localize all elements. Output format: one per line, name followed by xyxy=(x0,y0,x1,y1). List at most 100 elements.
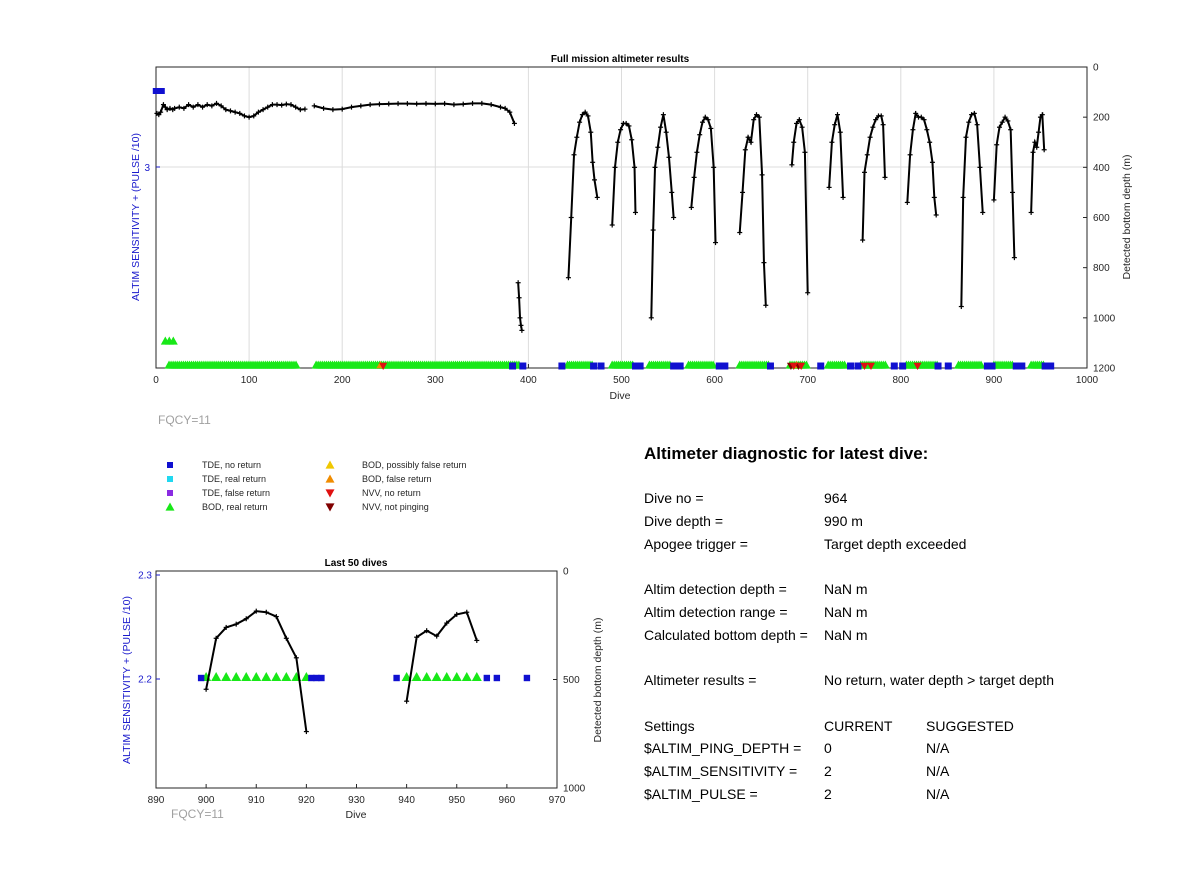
full-bottom-depth-point xyxy=(592,177,598,183)
full-bottom-depth-point xyxy=(265,104,271,110)
full-bottom-depth-point xyxy=(860,237,866,243)
full-bottom-depth-point xyxy=(791,139,797,145)
full-bottom-depth-point xyxy=(904,199,910,205)
full-bottom-depth-point xyxy=(302,106,308,112)
full-bottom-depth-point xyxy=(632,209,638,215)
full-bottom-depth-point xyxy=(658,124,664,130)
last-y2tick-label: 1000 xyxy=(563,784,586,795)
full-bottom-depth-point xyxy=(713,240,719,246)
diag-value: NaN m xyxy=(824,581,868,597)
full-bottom-depth-point xyxy=(395,101,401,107)
last-bottom-depth-point xyxy=(454,611,460,617)
last-bottom-depth-point xyxy=(464,609,470,615)
full-bottom-depth-point xyxy=(694,149,700,155)
full-bottom-depth-point xyxy=(1010,189,1016,195)
full-y2tick-label: 800 xyxy=(1093,263,1110,274)
full-bottom-depth-point xyxy=(251,113,257,119)
last-tde-no-return xyxy=(523,674,531,682)
full-bottom-depth-line xyxy=(1030,111,1046,213)
full-bottom-depth-point xyxy=(623,120,629,126)
full-bottom-depth-point xyxy=(759,172,765,178)
full-bottom-depth-point xyxy=(702,114,708,120)
full-bottom-depth-point xyxy=(691,174,697,180)
full-bottom-depth-point xyxy=(571,152,577,158)
full-bottom-depth-point xyxy=(200,104,206,110)
last-bottom-depth-point xyxy=(424,628,430,634)
legend-marker-triangle xyxy=(325,503,335,512)
last-xtick-label: 910 xyxy=(248,795,265,806)
full-bottom-depth-point xyxy=(929,159,935,165)
last-bod-real-return xyxy=(451,672,462,681)
full-plot-xlabel: Dive xyxy=(609,390,630,402)
last-bod-real-return xyxy=(271,672,282,681)
full-plot-title: Full mission altimeter results xyxy=(551,54,690,65)
last-ytick-label: 2.2 xyxy=(138,675,152,686)
diag-label: Dive no = xyxy=(644,490,704,506)
full-bottom-depth-point xyxy=(971,110,977,116)
last-plot-footer: FQCY=11 xyxy=(171,807,224,821)
full-tde-no-return xyxy=(988,362,996,370)
full-bottom-depth-point xyxy=(204,102,210,108)
setting-current: 0 xyxy=(824,740,832,756)
full-bottom-depth-point xyxy=(1032,139,1038,145)
full-y2tick-label: 200 xyxy=(1093,113,1110,124)
full-bottom-depth-point xyxy=(517,315,523,321)
full-bottom-depth-point xyxy=(921,117,927,123)
full-tde-no-return xyxy=(558,362,566,370)
setting-suggested: N/A xyxy=(926,786,950,802)
full-bottom-depth-point xyxy=(748,139,754,145)
full-nvv-no-return xyxy=(379,362,388,370)
full-y2tick-label: 600 xyxy=(1093,213,1110,224)
full-tde-no-return xyxy=(715,362,723,370)
full-bottom-depth-point xyxy=(519,327,525,333)
full-bottom-depth-point xyxy=(516,295,522,301)
full-tde-no-return xyxy=(944,362,952,370)
full-bottom-depth-point xyxy=(629,137,635,143)
full-xtick-label: 700 xyxy=(799,375,816,386)
full-bottom-depth-point xyxy=(834,112,840,118)
full-bottom-depth-point xyxy=(927,139,933,145)
last-tde-no-return xyxy=(318,674,325,682)
full-bottom-depth-point xyxy=(577,119,583,125)
full-xtick-label: 500 xyxy=(613,375,630,386)
full-bottom-depth-point xyxy=(705,117,711,123)
full-bottom-depth-line xyxy=(828,114,845,198)
full-bottom-depth-point xyxy=(432,101,438,107)
full-y2tick-label: 1000 xyxy=(1093,313,1116,324)
full-bottom-depth-point xyxy=(1041,147,1047,153)
full-bottom-depth-point xyxy=(568,215,574,220)
full-bottom-depth-point xyxy=(511,120,517,126)
full-tde-no-return xyxy=(676,362,684,370)
full-bottom-depth-point xyxy=(626,123,632,129)
last-bottom-depth-point xyxy=(273,614,279,620)
last-y2tick-label: 0 xyxy=(563,567,569,578)
full-bottom-depth-point xyxy=(186,102,192,108)
last-bod-real-return xyxy=(251,672,262,681)
diag-label: Apogee trigger = xyxy=(644,536,748,552)
diag-label: Calculated bottom depth = xyxy=(644,627,808,643)
full-tde-no-return xyxy=(983,362,991,370)
full-bottom-depth-point xyxy=(745,134,751,140)
full-bottom-depth-line xyxy=(567,110,599,278)
last-bod-real-return xyxy=(401,672,412,681)
full-tde-no-return xyxy=(934,362,942,370)
diag-value: No return, water depth > target depth xyxy=(824,672,1054,688)
last-bottom-depth-point xyxy=(303,729,309,735)
full-bottom-depth-point xyxy=(837,129,843,135)
full-bottom-depth-point xyxy=(864,152,870,158)
full-bottom-depth-point xyxy=(470,100,476,106)
full-bottom-depth-point xyxy=(991,197,997,203)
last-bod-real-return xyxy=(471,672,482,681)
legend-label: NVV, no return xyxy=(362,488,421,498)
full-xtick-label: 200 xyxy=(334,375,351,386)
full-tde-no-return xyxy=(1018,362,1026,370)
full-bottom-depth-point xyxy=(870,124,876,130)
full-bottom-depth-point xyxy=(162,104,168,110)
legend-marker-triangle xyxy=(325,474,335,483)
setting-suggested: N/A xyxy=(926,740,950,756)
full-plot-ylabel-left: ALTIM SENSITIVITY + (PULSE /10) xyxy=(130,133,142,301)
last-bod-real-return xyxy=(221,672,232,681)
full-bottom-depth-point xyxy=(796,117,802,123)
full-bottom-depth-point xyxy=(164,107,170,113)
